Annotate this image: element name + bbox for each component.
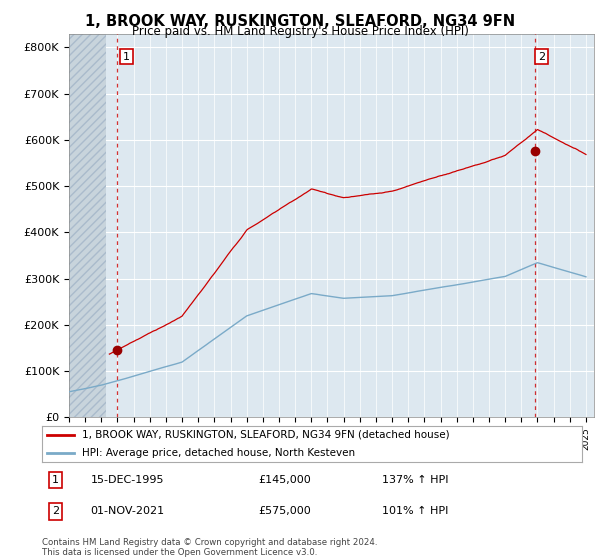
Text: 1: 1 [52,475,59,485]
Text: 1, BROOK WAY, RUSKINGTON, SLEAFORD, NG34 9FN: 1, BROOK WAY, RUSKINGTON, SLEAFORD, NG34… [85,14,515,29]
Text: 01-NOV-2021: 01-NOV-2021 [91,506,165,516]
Text: HPI: Average price, detached house, North Kesteven: HPI: Average price, detached house, Nort… [83,448,356,458]
Bar [69,34,106,417]
Text: £575,000: £575,000 [258,506,311,516]
Text: 137% ↑ HPI: 137% ↑ HPI [382,475,449,485]
Text: Contains HM Land Registry data © Crown copyright and database right 2024.
This d: Contains HM Land Registry data © Crown c… [42,538,377,557]
Text: 2: 2 [538,52,545,62]
Text: 1: 1 [123,52,130,62]
Text: Price paid vs. HM Land Registry's House Price Index (HPI): Price paid vs. HM Land Registry's House … [131,25,469,38]
Text: 101% ↑ HPI: 101% ↑ HPI [382,506,449,516]
Text: 15-DEC-1995: 15-DEC-1995 [91,475,164,485]
Text: £145,000: £145,000 [258,475,311,485]
Text: 2: 2 [52,506,59,516]
Text: 1, BROOK WAY, RUSKINGTON, SLEAFORD, NG34 9FN (detached house): 1, BROOK WAY, RUSKINGTON, SLEAFORD, NG34… [83,430,450,440]
